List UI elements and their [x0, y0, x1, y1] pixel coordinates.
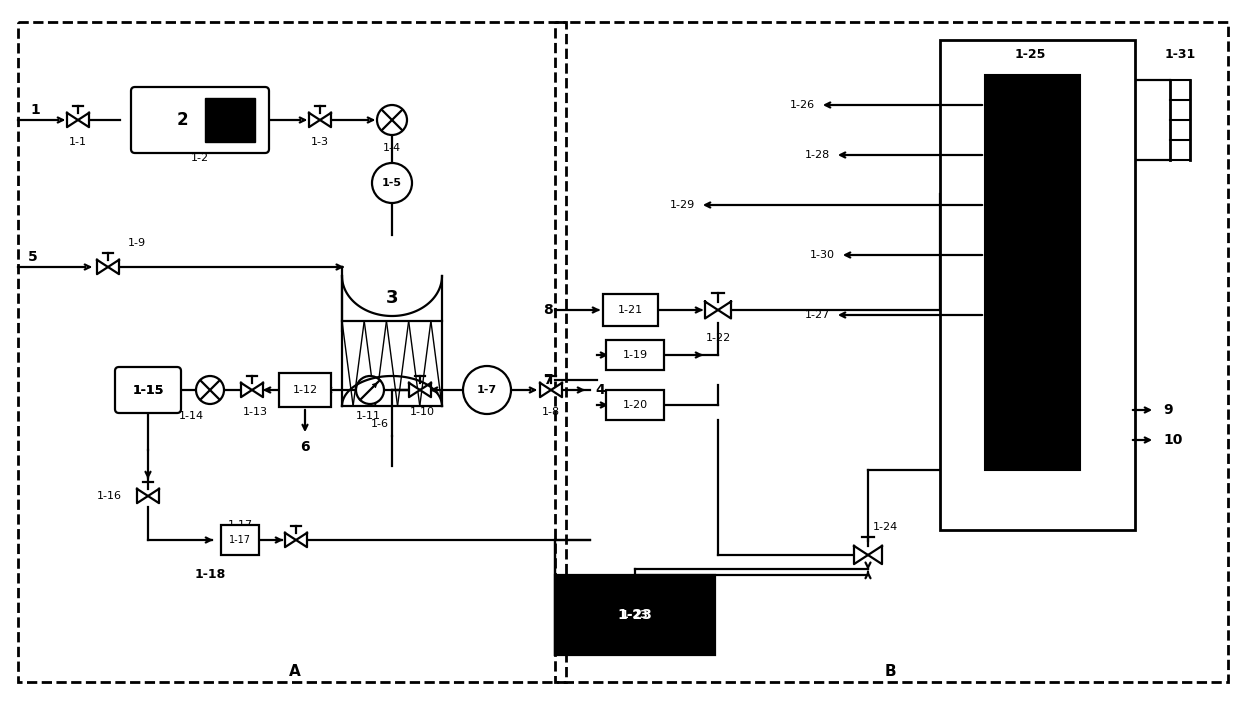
- Text: 1-13: 1-13: [243, 407, 268, 417]
- Text: 1-31: 1-31: [1164, 48, 1195, 62]
- Circle shape: [196, 376, 224, 404]
- FancyBboxPatch shape: [115, 367, 181, 413]
- Text: 1-4: 1-4: [383, 143, 401, 153]
- Polygon shape: [108, 260, 119, 274]
- Text: 1-7: 1-7: [477, 385, 497, 395]
- Text: 4: 4: [595, 383, 605, 397]
- Circle shape: [356, 376, 384, 404]
- Text: 1: 1: [30, 103, 40, 117]
- Polygon shape: [718, 302, 732, 319]
- Polygon shape: [854, 546, 868, 564]
- Polygon shape: [420, 383, 432, 397]
- Text: 9: 9: [1163, 403, 1173, 417]
- Polygon shape: [252, 383, 263, 397]
- Text: 1-27: 1-27: [805, 310, 830, 320]
- Text: 1-29: 1-29: [670, 200, 694, 210]
- Text: 6: 6: [300, 440, 310, 454]
- Text: 8: 8: [543, 303, 553, 317]
- Circle shape: [463, 366, 511, 414]
- Text: 1-30: 1-30: [810, 250, 835, 260]
- Bar: [556, 575, 715, 655]
- Text: 5: 5: [29, 250, 37, 264]
- Polygon shape: [868, 546, 882, 564]
- Text: 1-18: 1-18: [195, 569, 226, 581]
- Text: B: B: [884, 665, 895, 680]
- Text: 1-15: 1-15: [133, 383, 164, 397]
- Bar: [603, 294, 657, 326]
- Polygon shape: [78, 113, 89, 127]
- Text: 1-24: 1-24: [873, 522, 898, 532]
- Text: 2: 2: [176, 111, 187, 129]
- Bar: [606, 390, 663, 420]
- Polygon shape: [706, 302, 718, 319]
- Polygon shape: [148, 489, 159, 503]
- Polygon shape: [320, 113, 331, 127]
- Bar: [205, 98, 255, 142]
- Text: 3: 3: [386, 289, 398, 307]
- Bar: [19, 22, 565, 682]
- Text: 1-10: 1-10: [409, 407, 434, 417]
- Polygon shape: [539, 383, 551, 397]
- Polygon shape: [67, 113, 78, 127]
- Bar: [940, 40, 1135, 530]
- Text: 7: 7: [543, 373, 553, 387]
- Text: 1-8: 1-8: [542, 407, 560, 417]
- Polygon shape: [296, 533, 308, 547]
- Text: 1-20: 1-20: [622, 400, 647, 410]
- Text: 1-15: 1-15: [133, 383, 164, 397]
- Text: 1-28: 1-28: [805, 150, 830, 160]
- Text: 1-26: 1-26: [790, 100, 815, 110]
- Text: 1-17: 1-17: [227, 520, 253, 530]
- Polygon shape: [136, 489, 148, 503]
- Text: 1-11: 1-11: [356, 411, 381, 421]
- Bar: [279, 373, 331, 407]
- Text: 1-9: 1-9: [128, 238, 146, 248]
- Text: 1-2: 1-2: [191, 153, 210, 163]
- Text: 1-25: 1-25: [1016, 48, 1047, 62]
- Text: 1-22: 1-22: [706, 333, 730, 343]
- Text: 1-6: 1-6: [371, 419, 389, 429]
- Text: 1-23: 1-23: [618, 608, 652, 622]
- Text: 1-16: 1-16: [97, 491, 122, 501]
- Text: 1-19: 1-19: [622, 350, 647, 360]
- Polygon shape: [241, 383, 252, 397]
- Text: 1-1: 1-1: [69, 137, 87, 147]
- Bar: [556, 22, 1228, 682]
- Text: A: A: [289, 665, 301, 680]
- Polygon shape: [285, 533, 296, 547]
- Text: 1-23: 1-23: [621, 610, 649, 620]
- Bar: [221, 525, 259, 555]
- Text: 1-17: 1-17: [229, 535, 250, 545]
- Polygon shape: [309, 113, 320, 127]
- Polygon shape: [97, 260, 108, 274]
- FancyBboxPatch shape: [131, 87, 269, 153]
- Text: 1-3: 1-3: [311, 137, 329, 147]
- Polygon shape: [551, 383, 562, 397]
- Circle shape: [377, 105, 407, 135]
- Text: 10: 10: [1163, 433, 1183, 447]
- Text: 1-21: 1-21: [618, 305, 642, 315]
- Text: 1-14: 1-14: [179, 411, 205, 421]
- Text: 1-5: 1-5: [382, 178, 402, 188]
- Bar: [606, 340, 663, 370]
- Bar: [985, 75, 1080, 470]
- Text: 1-12: 1-12: [293, 385, 317, 395]
- Circle shape: [372, 163, 412, 203]
- Polygon shape: [409, 383, 420, 397]
